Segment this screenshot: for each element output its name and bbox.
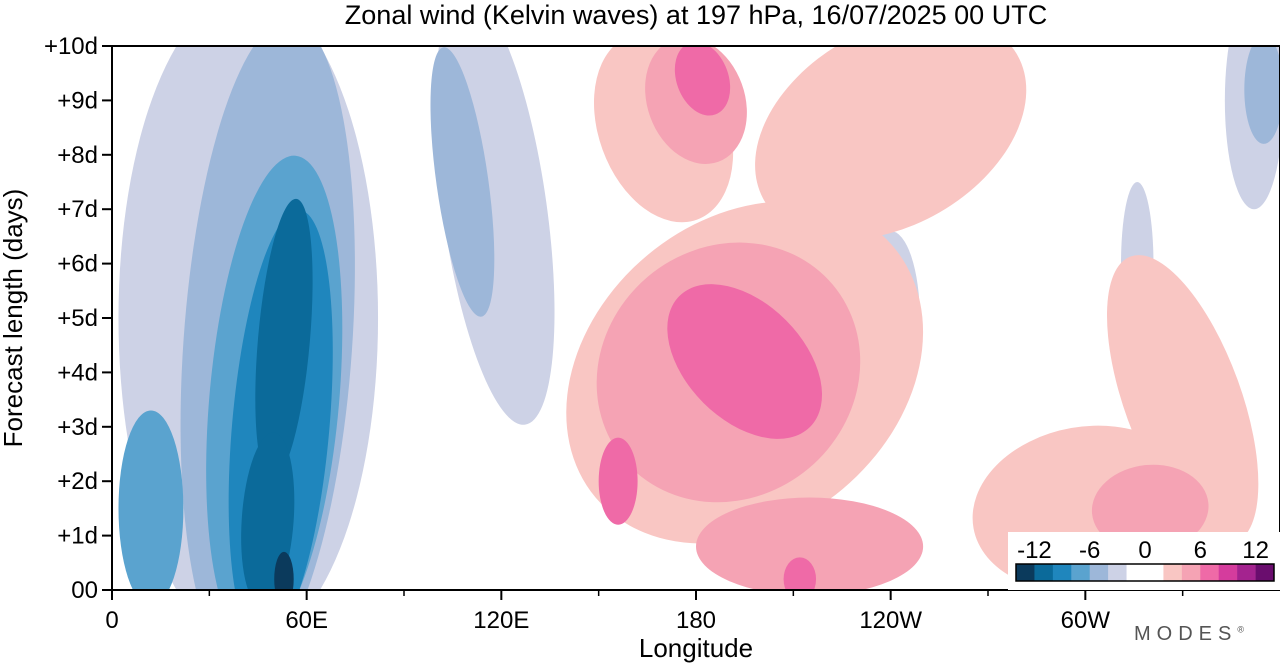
colorbar-swatch [1089,564,1109,581]
colorbar-swatch [1163,564,1183,581]
contour-pos-strong [674,46,731,116]
colorbar-swatch [1255,564,1275,581]
contour-neg-strong [255,198,313,481]
contour-neg-max [274,551,294,590]
contour-pos-strong [667,284,823,439]
colorbar-swatch [1200,564,1220,581]
x-tick-label: 120W [859,607,922,634]
contour-pos [696,497,924,590]
contour-pos-strong [598,437,638,525]
colorbar-swatch [1108,564,1127,581]
x-tick-label: 60E [285,607,328,634]
y-tick-label: +4d [57,359,98,386]
x-tick-label: 180 [676,607,716,634]
colorbar-swatch [1218,564,1238,581]
colorbar-swatch [1126,564,1164,581]
y-tick-label: +6d [57,251,98,278]
y-axis: 00 +1d +2d +3d +4d +5d +6d +7d +8d +9d +10d [44,33,112,604]
x-tick-label: 60W [1061,607,1111,634]
x-axis-label: Longitude [639,633,753,663]
x-tick-label: 0 [105,607,118,634]
contour-pos [1091,464,1209,553]
colorbar-swatch [1237,564,1256,581]
chart-title: Zonal wind (Kelvin waves) at 197 hPa, 16… [345,0,1047,30]
colorbar-label: 6 [1194,537,1207,564]
y-axis-label: Forecast length (days) [0,189,28,448]
contour-neg [118,410,184,590]
colorbar-swatch [1181,564,1201,581]
x-axis: 0 60E 120E 180 120W 60W [105,590,1184,634]
modes-logo: MODES® [1134,623,1244,645]
colorbar-swatch [1016,564,1035,581]
colorbar-label: -6 [1079,537,1100,564]
colorbar: -12 -6 0 6 12 [1008,532,1280,590]
colorbar-label: -12 [1017,537,1052,564]
y-tick-label: +3d [57,414,98,441]
y-tick-label: +9d [57,87,98,114]
colorbar-frame [1015,563,1275,582]
y-tick-label: 00 [71,577,98,604]
colorbar-swatch [1071,564,1091,581]
y-tick-label: +10d [44,33,98,60]
y-tick-label: +7d [57,196,98,223]
plot-area [112,46,1280,590]
y-tick-label: +8d [57,142,98,169]
contour-pos-light [755,46,1027,240]
colorbar-swatch [1034,564,1054,581]
contour-neg [1244,46,1280,144]
y-tick-label: +2d [57,468,98,495]
contour-pos-light [1106,255,1259,545]
y-tick-label: +5d [57,305,98,332]
colorbar-label: 0 [1138,537,1151,564]
colorbar-swatch [1052,564,1072,581]
y-tick-label: +1d [57,523,98,550]
contour-pos-strong [783,557,817,590]
x-tick-label: 120E [473,607,529,634]
colorbar-label: 12 [1242,537,1269,564]
contour-neg [430,47,495,317]
